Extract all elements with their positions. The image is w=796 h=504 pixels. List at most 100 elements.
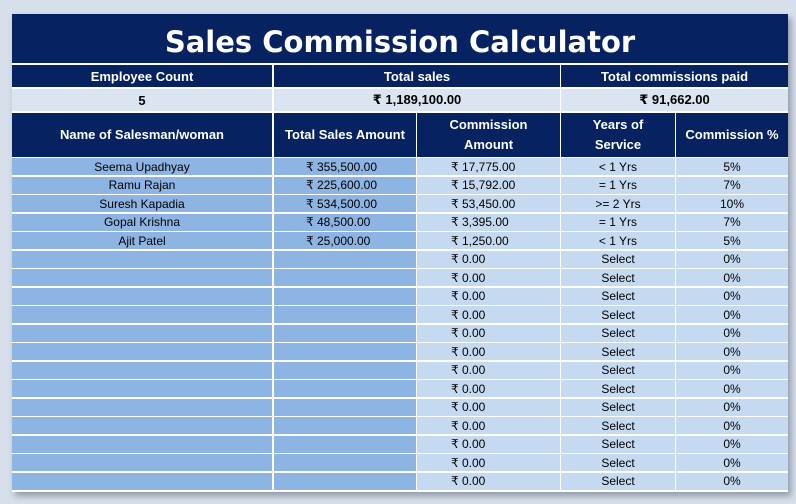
years-of-service-cell[interactable]: Select [561, 287, 675, 306]
years-of-service-cell[interactable]: Select [561, 454, 675, 472]
commission-amount-cell[interactable]: ₹ 0.00 [417, 417, 560, 435]
total-commissions-label: Total commissions paid [561, 65, 788, 87]
commission-amount-cell[interactable]: ₹ 3,395.00 [417, 213, 560, 232]
commission-pct-cell[interactable]: 7% [676, 176, 788, 195]
total-sales-cell[interactable] [274, 454, 416, 472]
salesperson-name-cell[interactable] [12, 472, 272, 491]
years-of-service-cell[interactable]: Select [561, 435, 675, 454]
total-commissions-value[interactable]: ₹ 91,662.00 [561, 89, 788, 111]
years-of-service-cell[interactable]: < 1 Yrs [561, 232, 675, 250]
total-sales-value[interactable]: ₹ 1,189,100.00 [274, 89, 560, 111]
commission-amount-cell[interactable]: ₹ 53,450.00 [417, 195, 560, 213]
commission-amount-cell[interactable]: ₹ 0.00 [417, 269, 560, 287]
total-sales-cell[interactable]: ₹ 355,500.00 [274, 158, 416, 176]
salesperson-name-cell[interactable] [12, 343, 272, 361]
salesperson-name-cell[interactable] [12, 361, 272, 380]
salesperson-name-cell[interactable]: Seema Upadhyay [12, 158, 272, 176]
salesperson-name-cell[interactable]: Suresh Kapadia [12, 195, 272, 213]
commission-pct-cell[interactable]: 0% [676, 306, 788, 324]
employee-count-value[interactable]: 5 [12, 89, 272, 111]
years-of-service-cell[interactable]: = 1 Yrs [561, 213, 675, 232]
commission-amount-cell[interactable]: ₹ 15,792.00 [417, 176, 560, 195]
total-sales-cell[interactable]: ₹ 48,500.00 [274, 213, 416, 232]
years-of-service-cell[interactable]: >= 2 Yrs [561, 195, 675, 213]
commission-amount-cell[interactable]: ₹ 17,775.00 [417, 158, 560, 176]
salesperson-name-cell[interactable] [12, 287, 272, 306]
total-sales-cell[interactable] [274, 250, 416, 269]
years-of-service-cell[interactable]: Select [561, 380, 675, 398]
years-of-service-cell[interactable]: Select [561, 269, 675, 287]
commission-amount-cell[interactable]: ₹ 1,250.00 [417, 232, 560, 250]
commission-amount-cell[interactable]: ₹ 0.00 [417, 454, 560, 472]
commission-pct-cell[interactable]: 0% [676, 435, 788, 454]
salesperson-name-cell[interactable] [12, 269, 272, 287]
years-of-service-cell[interactable]: Select [561, 417, 675, 435]
total-sales-cell[interactable]: ₹ 534,500.00 [274, 195, 416, 213]
total-sales-cell[interactable] [274, 343, 416, 361]
years-of-service-cell[interactable]: Select [561, 343, 675, 361]
salesperson-name-cell[interactable]: Gopal Krishna [12, 213, 272, 232]
salesperson-name-cell[interactable] [12, 306, 272, 324]
salesperson-name-cell[interactable] [12, 324, 272, 343]
years-of-service-cell[interactable]: = 1 Yrs [561, 176, 675, 195]
years-of-service-cell[interactable]: Select [561, 306, 675, 324]
total-sales-cell[interactable] [274, 380, 416, 398]
column-header-years[interactable]: Years of Service [561, 113, 675, 157]
commission-amount-cell[interactable]: ₹ 0.00 [417, 287, 560, 306]
years-of-service-cell[interactable]: Select [561, 472, 675, 491]
column-header-name[interactable]: Name of Salesman/woman [12, 113, 272, 157]
total-sales-cell[interactable]: ₹ 225,600.00 [274, 176, 416, 195]
total-sales-cell[interactable] [274, 269, 416, 287]
salesperson-name-cell[interactable] [12, 398, 272, 417]
salesperson-name-cell[interactable] [12, 435, 272, 454]
commission-amount-cell[interactable]: ₹ 0.00 [417, 380, 560, 398]
total-sales-cell[interactable] [274, 324, 416, 343]
commission-amount-cell[interactable]: ₹ 0.00 [417, 361, 560, 380]
commission-amount-cell[interactable]: ₹ 0.00 [417, 435, 560, 454]
commission-pct-cell[interactable]: 0% [676, 380, 788, 398]
total-sales-cell[interactable] [274, 398, 416, 417]
commission-pct-cell[interactable]: 10% [676, 195, 788, 213]
commission-pct-cell[interactable]: 0% [676, 398, 788, 417]
commission-amount-cell[interactable]: ₹ 0.00 [417, 472, 560, 491]
commission-amount-cell[interactable]: ₹ 0.00 [417, 398, 560, 417]
years-of-service-cell[interactable]: Select [561, 324, 675, 343]
salesperson-name-cell[interactable] [12, 417, 272, 435]
commission-pct-cell[interactable]: 0% [676, 343, 788, 361]
commission-pct-cell[interactable]: 0% [676, 417, 788, 435]
total-sales-cell[interactable] [274, 306, 416, 324]
commission-amount-cell[interactable]: ₹ 0.00 [417, 324, 560, 343]
salesperson-name-cell[interactable] [12, 250, 272, 269]
total-sales-cell[interactable] [274, 417, 416, 435]
total-sales-cell[interactable] [274, 435, 416, 454]
column-header-commission[interactable]: Commission Amount [417, 113, 560, 157]
commission-amount-cell[interactable]: ₹ 0.00 [417, 250, 560, 269]
years-of-service-cell[interactable]: Select [561, 361, 675, 380]
salesperson-name-cell[interactable] [12, 454, 272, 472]
years-of-service-cell[interactable]: < 1 Yrs [561, 158, 675, 176]
commission-pct-cell[interactable]: 5% [676, 158, 788, 176]
years-of-service-cell[interactable]: Select [561, 398, 675, 417]
commission-pct-cell[interactable]: 5% [676, 232, 788, 250]
commission-pct-cell[interactable]: 0% [676, 361, 788, 380]
years-of-service-cell[interactable]: Select [561, 250, 675, 269]
commission-pct-cell[interactable]: 7% [676, 213, 788, 232]
commission-pct-cell[interactable]: 0% [676, 454, 788, 472]
total-sales-cell[interactable] [274, 287, 416, 306]
salesperson-name-cell[interactable] [12, 380, 272, 398]
commission-pct-cell[interactable]: 0% [676, 269, 788, 287]
table-row: ₹ 0.00 Select 0% [12, 472, 788, 491]
column-header-commission-pct[interactable]: Commission % [676, 113, 788, 157]
salesperson-name-cell[interactable]: Ramu Rajan [12, 176, 272, 195]
salesperson-name-cell[interactable]: Ajit Patel [12, 232, 272, 250]
total-sales-cell[interactable] [274, 361, 416, 380]
commission-pct-cell[interactable]: 0% [676, 287, 788, 306]
commission-pct-cell[interactable]: 0% [676, 324, 788, 343]
column-header-sales[interactable]: Total Sales Amount [274, 113, 416, 157]
commission-pct-cell[interactable]: 0% [676, 250, 788, 269]
commission-amount-cell[interactable]: ₹ 0.00 [417, 306, 560, 324]
commission-pct-cell[interactable]: 0% [676, 472, 788, 491]
total-sales-cell[interactable] [274, 472, 416, 491]
commission-amount-cell[interactable]: ₹ 0.00 [417, 343, 560, 361]
total-sales-cell[interactable]: ₹ 25,000.00 [274, 232, 416, 250]
